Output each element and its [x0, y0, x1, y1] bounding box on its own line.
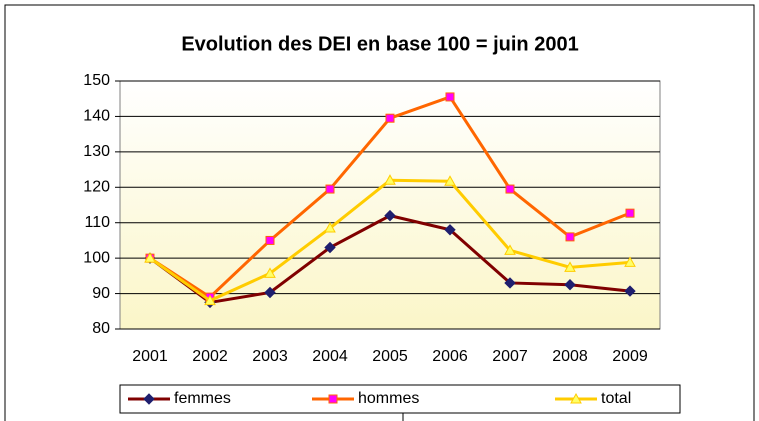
legend-label: femmes — [174, 390, 231, 407]
y-tick-label: 100 — [83, 249, 110, 266]
marker — [444, 224, 456, 236]
marker — [324, 221, 336, 233]
x-tick-label: 2007 — [492, 348, 528, 365]
marker — [325, 184, 335, 194]
marker — [204, 294, 216, 306]
y-tick-label: 120 — [83, 179, 110, 196]
x-tick-label: 2001 — [132, 348, 168, 365]
x-tick-label: 2003 — [252, 348, 288, 365]
y-tick-label: 130 — [83, 143, 110, 160]
marker — [504, 244, 516, 255]
marker — [324, 241, 336, 254]
marker — [505, 184, 515, 194]
marker — [564, 279, 576, 291]
marker — [144, 252, 156, 263]
marker — [504, 277, 516, 289]
x-tick-label: 2009 — [612, 348, 648, 365]
chart-title: Evolution des DEI en base 100 = juin 200… — [181, 33, 578, 55]
marker — [624, 285, 636, 297]
x-tick-label: 2006 — [432, 348, 468, 365]
y-tick-label: 150 — [83, 72, 110, 89]
marker — [264, 267, 276, 278]
y-tick-label: 80 — [92, 320, 110, 337]
marker — [143, 393, 155, 405]
marker — [384, 209, 396, 222]
legend-label: total — [601, 390, 631, 407]
x-tick-label: 2002 — [192, 348, 228, 365]
marker — [570, 392, 582, 404]
marker — [625, 208, 635, 218]
y-tick-label: 90 — [92, 285, 110, 302]
frame — [4, 4, 755, 421]
marker — [624, 256, 636, 267]
marker — [265, 235, 275, 245]
x-tick-label: 2004 — [312, 348, 348, 365]
y-tick-label: 140 — [83, 108, 110, 125]
x-tick-label: 2005 — [372, 348, 408, 365]
marker — [564, 261, 576, 272]
marker — [565, 232, 575, 242]
marker — [384, 174, 396, 185]
marker — [264, 286, 276, 299]
marker — [444, 175, 456, 186]
marker — [385, 113, 395, 123]
x-tick-label: 2008 — [552, 348, 588, 365]
legend-label: hommes — [358, 390, 419, 407]
marker — [445, 92, 455, 102]
marker — [328, 394, 338, 404]
y-tick-label: 110 — [84, 214, 110, 231]
